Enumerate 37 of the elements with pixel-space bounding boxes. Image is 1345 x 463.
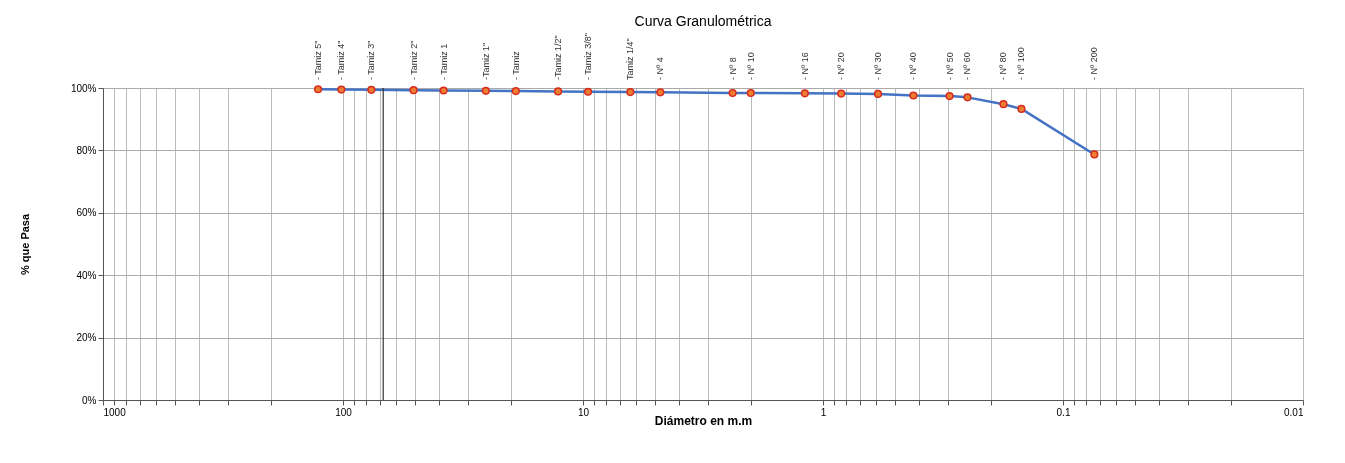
x-tick-label: 100 bbox=[335, 406, 353, 418]
text: - Tamiz 2" bbox=[408, 40, 419, 80]
text: - Nº 4 bbox=[655, 57, 666, 80]
x-axis-title: Diámetro en m.m bbox=[654, 413, 753, 428]
text: - Nº 50 bbox=[944, 52, 955, 80]
text: Tamiz 1/4" bbox=[625, 38, 636, 80]
y-axis-title: % que Pasa bbox=[18, 213, 31, 276]
x-tick-label: 10 bbox=[577, 406, 590, 418]
y-tick-label: 0% bbox=[82, 394, 97, 406]
chart-title: Curva Granulométrica bbox=[634, 12, 772, 29]
x-tick-label: 1 bbox=[820, 406, 827, 418]
text: - Tamiz 4" bbox=[336, 40, 347, 80]
text: - Nº 10 bbox=[745, 52, 756, 80]
text: -Tamiz 1/2" bbox=[553, 35, 564, 80]
text: - Nº 40 bbox=[908, 52, 919, 80]
y-tick-label: 100% bbox=[70, 82, 97, 94]
y-tick-label: 40% bbox=[76, 269, 97, 281]
text: - Tamiz 1 bbox=[438, 43, 449, 80]
text: -Tamiz 1" bbox=[480, 42, 491, 80]
text: - Nº 80 bbox=[998, 52, 1009, 80]
text: - Nº 16 bbox=[799, 52, 810, 80]
text: - Nº 100 bbox=[1016, 47, 1027, 80]
text: - Nº 30 bbox=[873, 52, 883, 80]
text: - Nº 200 bbox=[1089, 47, 1100, 80]
text: - Tamiz 3/8" bbox=[583, 32, 594, 80]
text: - Tamiz 5" bbox=[313, 40, 324, 80]
x-tick-label: 0.1 bbox=[1056, 406, 1071, 418]
text: - Tamiz 3" bbox=[366, 40, 377, 80]
text: - Tamiz bbox=[510, 50, 521, 80]
y-tick-label: 80% bbox=[76, 144, 97, 156]
x-tick-label: 1000 bbox=[103, 406, 127, 418]
text: - Nº 20 bbox=[836, 52, 847, 80]
y-tick-label: 20% bbox=[76, 332, 97, 344]
x-tick-label: 0.01 bbox=[1284, 406, 1304, 418]
text: - Nº 60 bbox=[962, 52, 973, 80]
y-tick-label: 60% bbox=[76, 207, 97, 219]
text: - Nº 8 bbox=[727, 57, 738, 80]
